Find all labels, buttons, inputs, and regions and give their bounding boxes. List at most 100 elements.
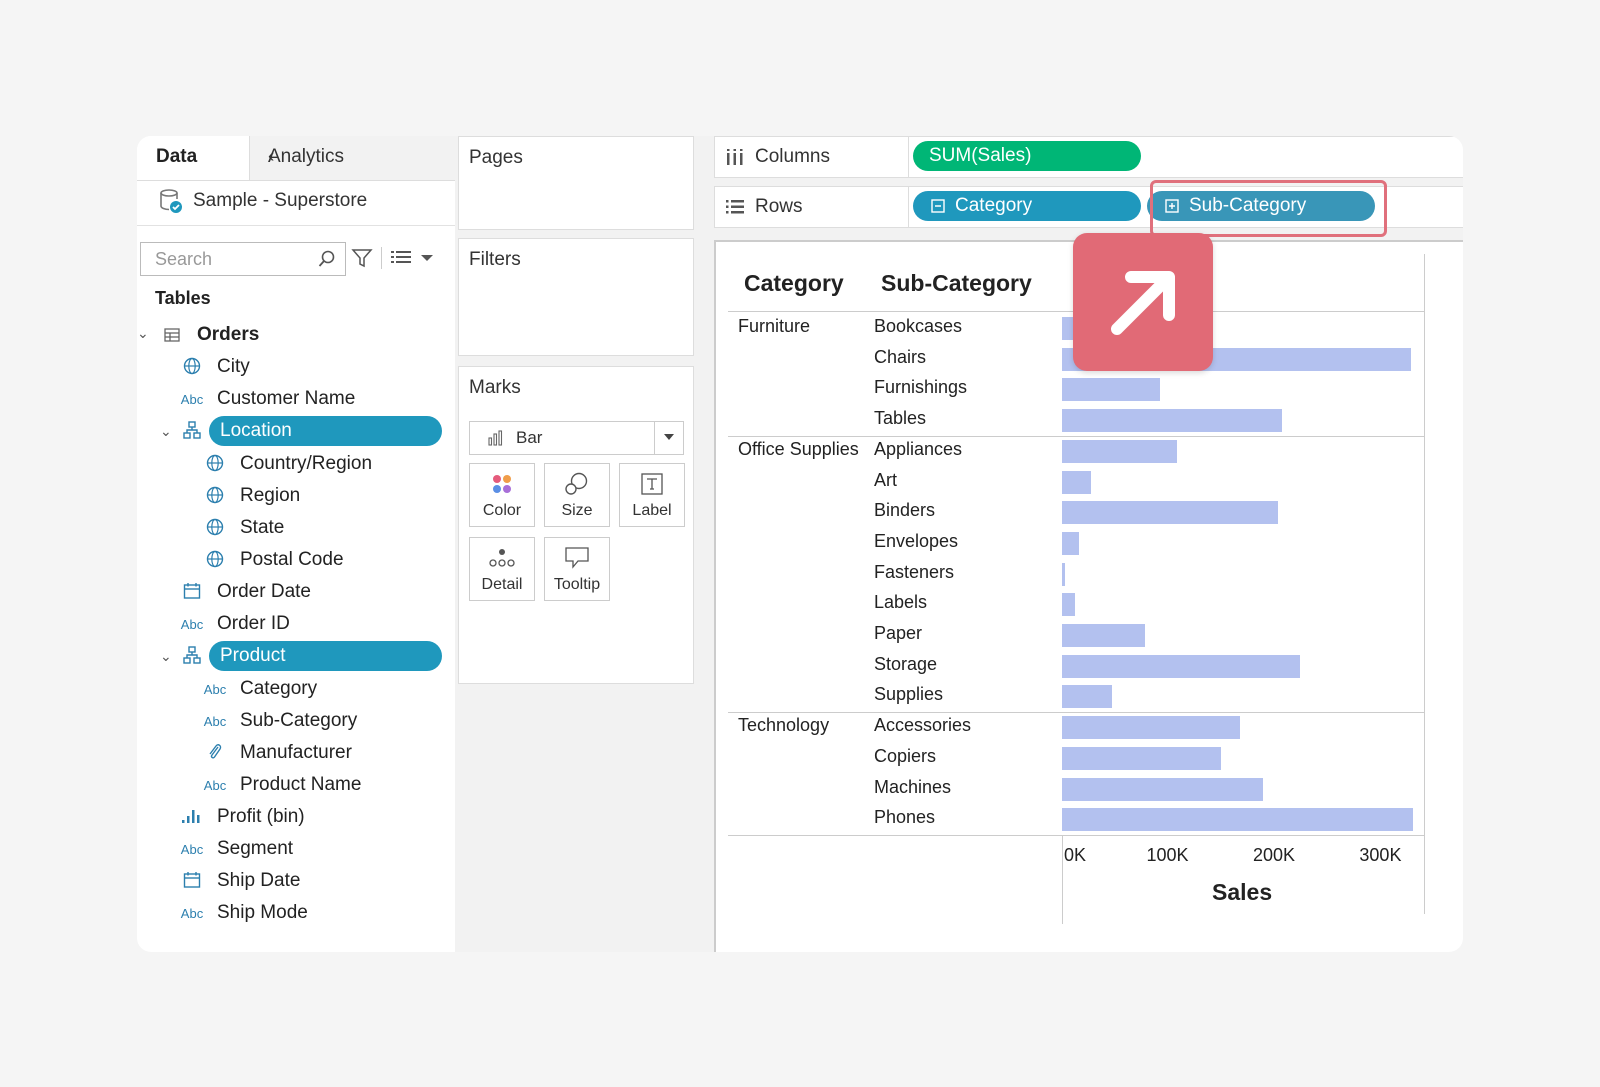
sub-category-label: Binders (874, 500, 936, 521)
field-product[interactable]: Product (209, 641, 442, 671)
label-label: Label (632, 502, 672, 519)
chevron-down-icon[interactable]: ⌄ (160, 423, 172, 439)
collapse-minus-icon[interactable] (931, 199, 945, 213)
divider (137, 225, 455, 226)
x-tick-label: 200K (1252, 844, 1295, 865)
datasource[interactable]: Sample - Superstore (159, 186, 367, 216)
field-location[interactable]: Location (209, 416, 442, 446)
field-label: Region (240, 485, 301, 506)
bar[interactable] (1062, 746, 1221, 770)
search-input[interactable]: Search (140, 242, 346, 276)
pages-card[interactable]: Pages (458, 136, 694, 230)
label-button[interactable]: Label (619, 463, 685, 527)
field-customer-name[interactable]: Abc Customer Name (179, 384, 356, 414)
field-label: Sub-Category (240, 710, 358, 731)
pages-title: Pages (469, 147, 523, 168)
search-icon (318, 250, 335, 267)
chevron-left-icon[interactable]: ‹ (268, 146, 275, 167)
pill-sum-sales[interactable]: SUM(Sales) (913, 141, 1141, 171)
field-order-date[interactable]: Order Date (179, 577, 311, 607)
x-tick-label: 300K (1359, 844, 1402, 865)
color-icon (470, 472, 534, 496)
bar[interactable] (1062, 562, 1066, 586)
columns-icon (727, 149, 743, 165)
tab-data[interactable]: Data (137, 136, 249, 180)
field-postal-code[interactable]: Postal Code (202, 545, 344, 575)
bar[interactable] (1062, 378, 1160, 402)
expand-plus-icon[interactable] (1165, 199, 1179, 213)
pill-label: SUM(Sales) (929, 145, 1032, 166)
sub-category-label: Furnishings (874, 377, 968, 398)
pill-category[interactable]: Category (913, 191, 1141, 221)
callout-badge (1073, 233, 1213, 371)
paperclip-icon (202, 742, 228, 765)
rows-shelf[interactable]: Rows Category Sub-Category (714, 186, 1463, 228)
bar[interactable] (1062, 593, 1076, 617)
detail-button[interactable]: Detail (469, 537, 535, 601)
sub-category-label: Supplies (874, 684, 944, 705)
tooltip-button[interactable]: Tooltip (544, 537, 610, 601)
pill-label: Sub-Category (1189, 195, 1307, 216)
field-ship-date[interactable]: Ship Date (179, 866, 300, 896)
bar[interactable] (1062, 439, 1177, 463)
category-label: Technology (738, 715, 830, 736)
sub-category-label: Chairs (874, 346, 927, 367)
mark-type-select[interactable]: Bar (469, 421, 684, 455)
x-axis-title: Sales (1212, 878, 1273, 905)
axis-baseline (728, 834, 1425, 836)
bar[interactable] (1062, 470, 1091, 494)
filters-card[interactable]: Filters (458, 238, 694, 356)
field-sub-category[interactable]: Abc Sub-Category (202, 706, 357, 736)
field-category[interactable]: Abc Category (202, 674, 317, 704)
field-label: Customer Name (217, 388, 356, 409)
columns-shelf[interactable]: Columns SUM(Sales) (714, 136, 1463, 178)
bar[interactable] (1062, 685, 1113, 709)
mark-type-dropdown[interactable] (654, 422, 683, 454)
field-state[interactable]: State (202, 513, 284, 543)
axis-start-line (1062, 834, 1063, 924)
field-manufacturer[interactable]: Manufacturer (202, 738, 352, 768)
field-label: Segment (217, 838, 294, 859)
bar[interactable] (1062, 624, 1146, 647)
abc-icon: Abc (203, 681, 227, 697)
field-city[interactable]: City (179, 352, 250, 382)
tab-analytics[interactable]: Analytics ‹ (249, 136, 456, 180)
side-tabs: Data Analytics ‹ (137, 136, 456, 181)
field-label: Manufacturer (240, 742, 352, 763)
bar[interactable] (1062, 501, 1279, 525)
tooltip-icon (545, 546, 609, 570)
chevron-down-icon[interactable]: ⌄ (137, 325, 149, 341)
header-sub-category: Sub-Category (881, 270, 1032, 296)
field-product-name[interactable]: Abc Product Name (202, 770, 362, 800)
rows-shelf-label: Rows (725, 187, 803, 227)
bar[interactable] (1062, 716, 1240, 740)
bar[interactable] (1062, 654, 1301, 678)
highlight-box (1150, 180, 1387, 237)
chevron-down-icon[interactable]: ⌄ (160, 648, 172, 664)
table-orders[interactable]: Orders (159, 320, 259, 350)
field-country-region[interactable]: Country/Region (202, 449, 372, 479)
field-segment[interactable]: Abc Segment (179, 834, 293, 864)
pill-sub-category[interactable]: Sub-Category (1147, 191, 1375, 221)
field-region[interactable]: Region (202, 481, 300, 511)
color-button[interactable]: Color (469, 463, 535, 527)
shelf-divider (908, 137, 909, 177)
field-profit-bin[interactable]: Profit (bin) (179, 802, 305, 832)
worksheet-pane: Columns SUM(Sales) Rows Category Sub-Cat… (711, 136, 1463, 952)
bar[interactable] (1062, 531, 1080, 555)
field-order-id[interactable]: Abc Order ID (179, 609, 290, 639)
database-icon (160, 189, 182, 213)
field-ship-mode[interactable]: Abc Ship Mode (179, 898, 308, 928)
bar[interactable] (1062, 409, 1283, 433)
field-label: Product (220, 645, 286, 666)
filter-icon[interactable] (351, 247, 373, 269)
sub-category-label: Accessories (874, 715, 972, 736)
bar[interactable] (1062, 777, 1264, 801)
size-button[interactable]: Size (544, 463, 610, 527)
globe-icon (202, 550, 228, 571)
bar[interactable] (1062, 808, 1414, 832)
category-label: Furniture (738, 316, 811, 336)
view-list-icon[interactable] (390, 249, 412, 267)
dropdown-caret-icon[interactable] (420, 253, 434, 263)
sub-category-label: Storage (874, 653, 938, 674)
